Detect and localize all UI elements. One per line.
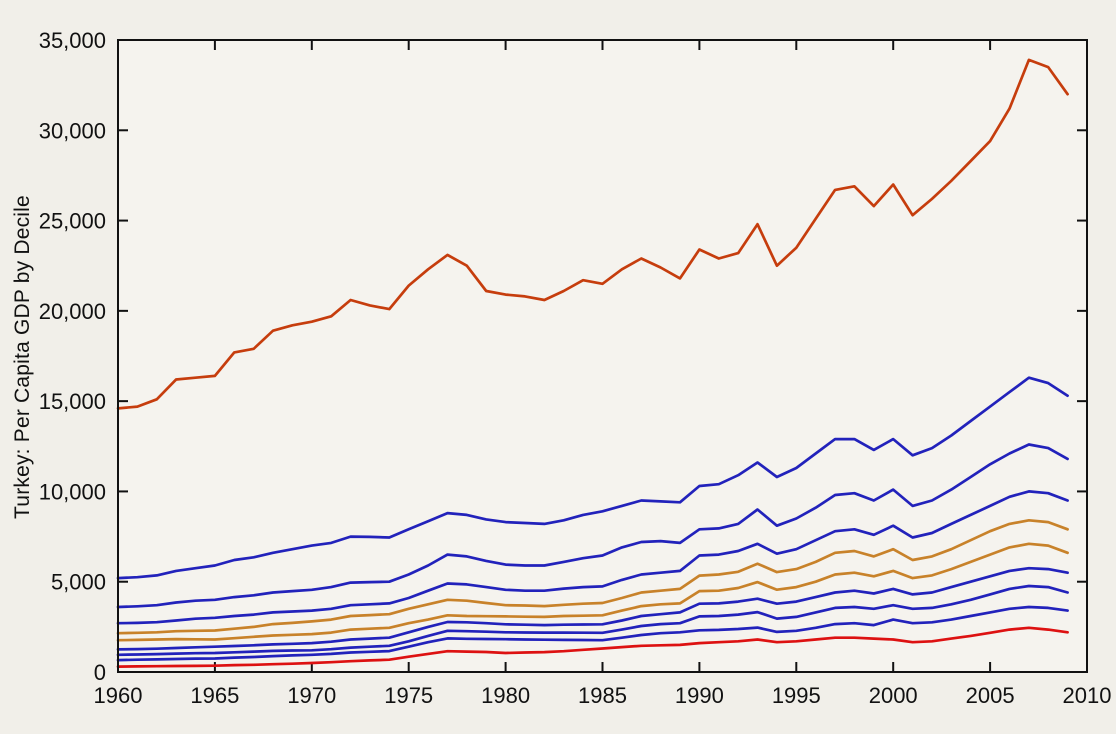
x-tick-label: 1995 [772,683,821,708]
series-line-decile-6 [116,518,1069,635]
series-line-decile-8 [116,443,1069,609]
x-tick-label: 1975 [384,683,433,708]
y-tick-label: 15,000 [39,389,106,414]
x-tick-label: 2010 [1063,683,1112,708]
plot-area [118,40,1087,672]
y-tick-label: 0 [94,660,106,685]
series-line-decile-10 [116,58,1069,410]
axis-frame [117,39,1088,673]
y-tick-label: 25,000 [39,209,106,234]
series-line-decile-4 [116,566,1069,651]
series-line-decile-3 [116,584,1069,657]
series-line-decile-1 [116,626,1069,668]
x-tick-label: 1985 [578,683,627,708]
x-tick-label: 1960 [94,683,143,708]
y-tick-label: 30,000 [39,118,106,143]
x-tick-label: 1970 [287,683,336,708]
y-tick-label: 5,000 [51,570,106,595]
series-line-decile-7 [116,490,1069,625]
x-tick-label: 2000 [869,683,918,708]
x-tick-label: 1965 [190,683,239,708]
series-line-decile-9 [116,376,1069,580]
x-tick-label: 1990 [675,683,724,708]
x-tick-label: 2005 [966,683,1015,708]
y-tick-label: 35,000 [39,28,106,53]
y-tick-label: 20,000 [39,299,106,324]
y-axis-title: Turkey: Per Capita GDP by Decile [11,195,34,519]
series-line-decile-2 [116,605,1069,662]
x-tick-label: 1980 [481,683,530,708]
series-line-decile-5 [116,542,1069,642]
y-tick-label: 10,000 [39,479,106,504]
